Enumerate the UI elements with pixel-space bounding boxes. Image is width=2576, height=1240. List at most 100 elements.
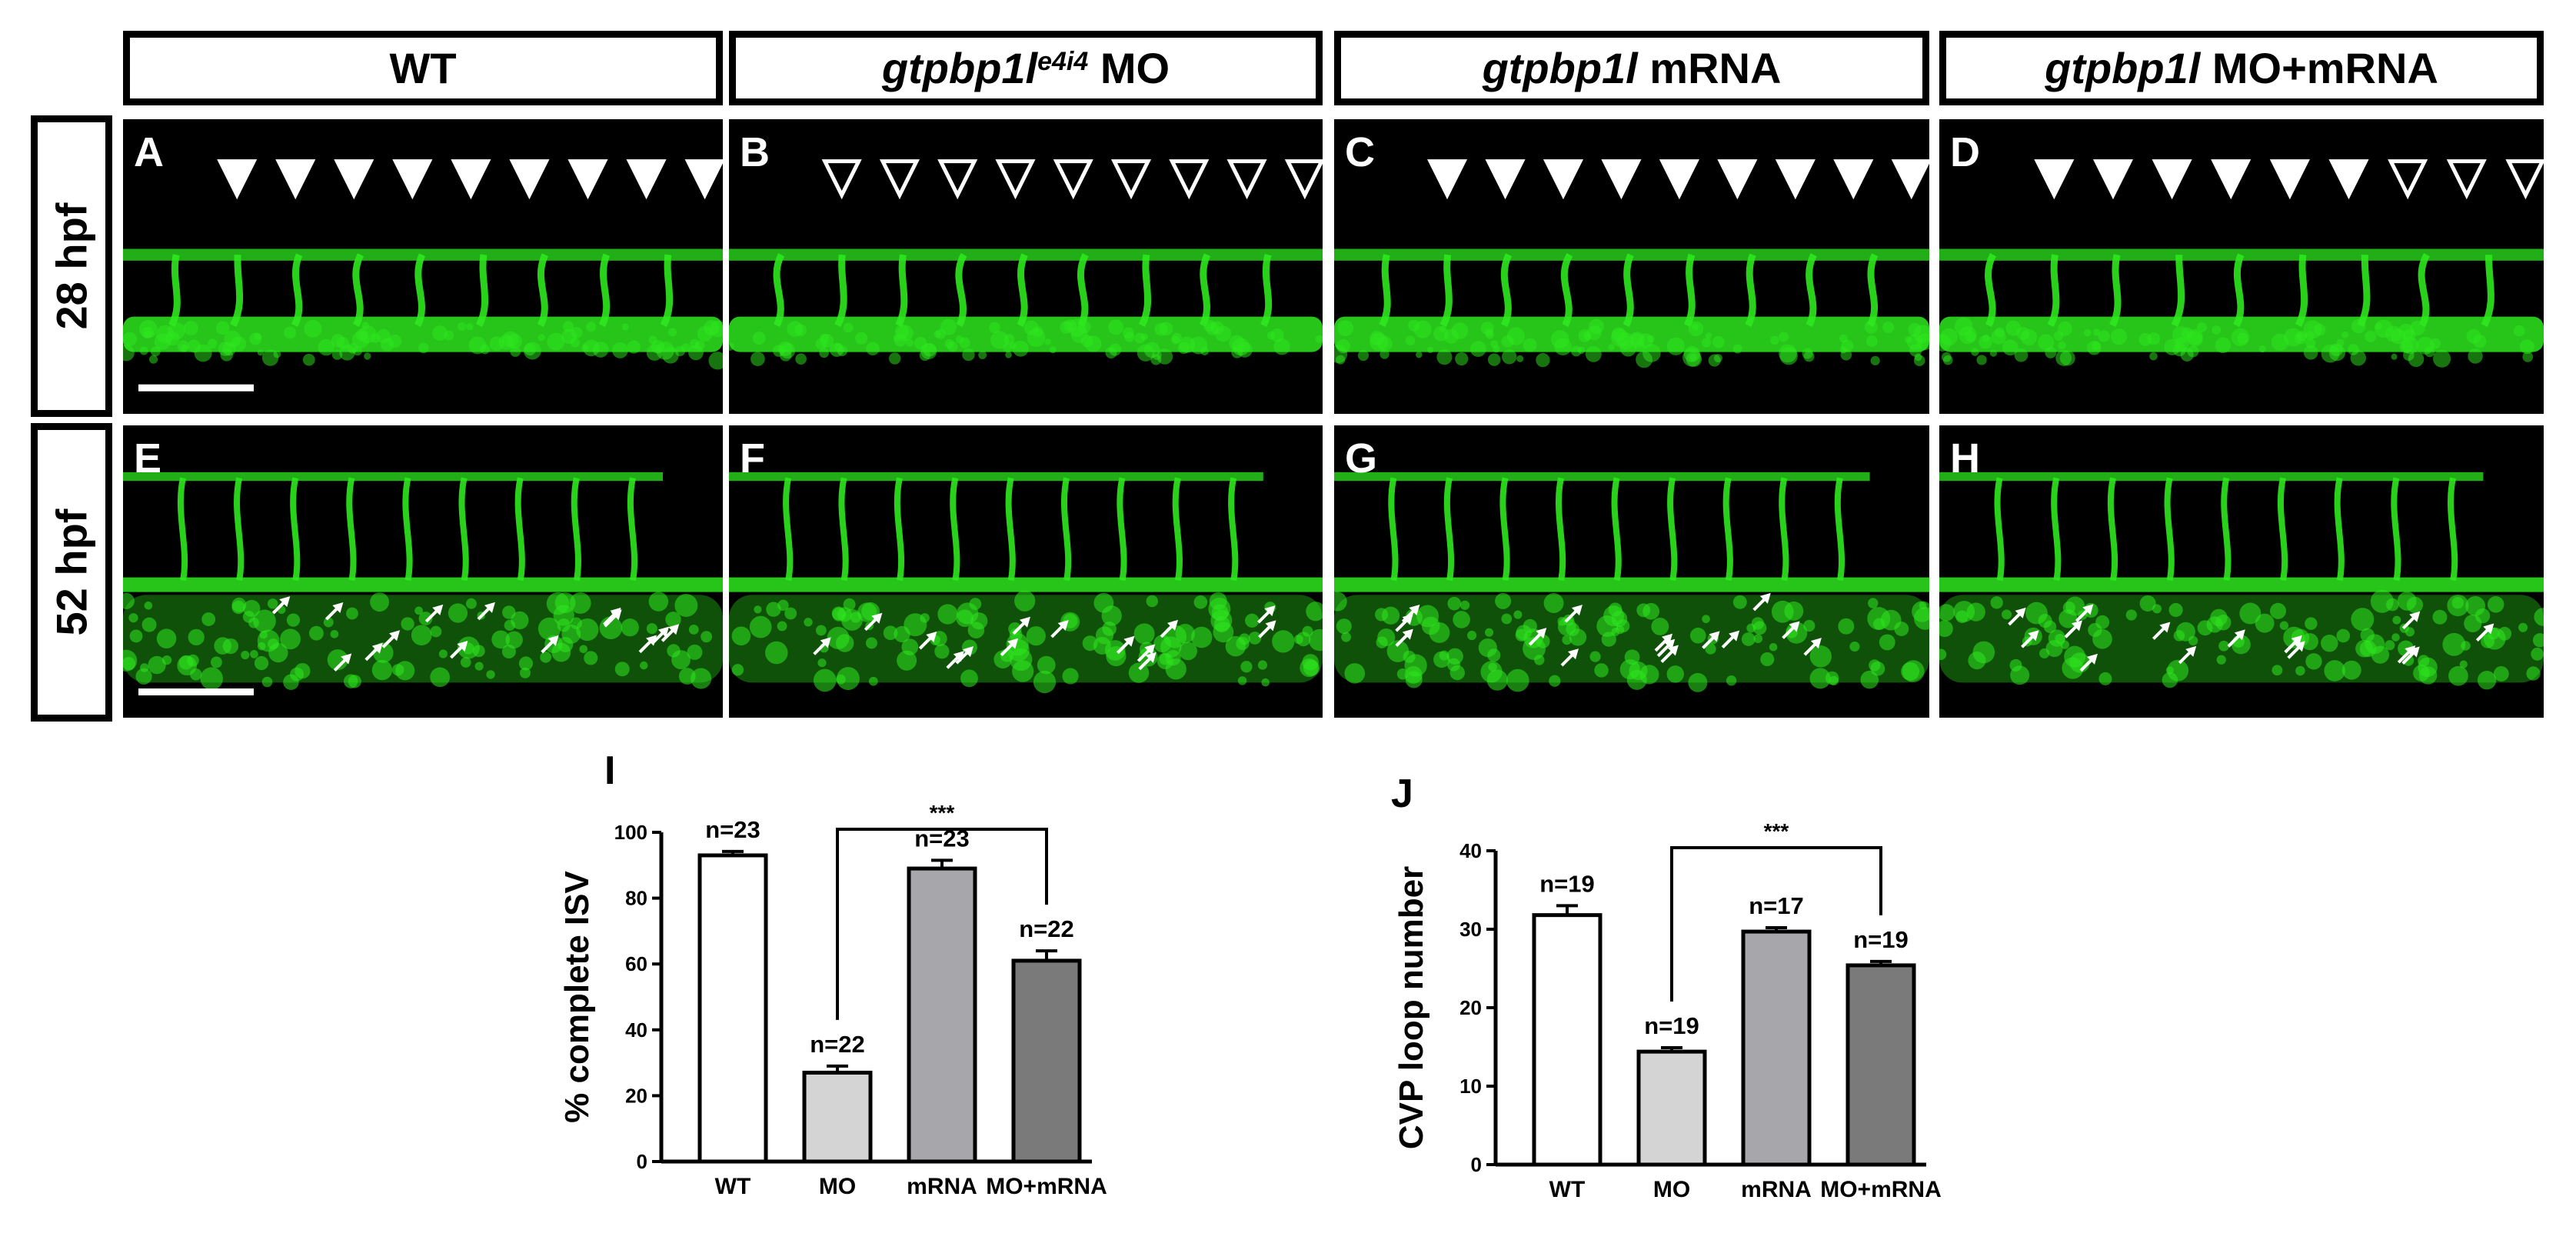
- vessel-texture: [2483, 627, 2506, 650]
- intersegmental-vessel: [895, 254, 908, 328]
- vessel-texture: [1651, 618, 1669, 635]
- intersegmental-vessel: [1439, 254, 1453, 328]
- intersegmental-vessel: [1683, 253, 1696, 328]
- vessel-texture: [2092, 341, 2101, 351]
- arrow-icon: [926, 632, 937, 643]
- y-tick-label: 0: [637, 1150, 647, 1173]
- vessel-texture: [2038, 334, 2055, 351]
- vessel-texture: [1954, 317, 1973, 336]
- vessel-texture: [510, 345, 521, 357]
- vessel-texture: [257, 349, 264, 356]
- vessel-texture: [1916, 332, 1929, 350]
- arrow-icon: [1729, 630, 1740, 642]
- vessel-texture: [1429, 622, 1450, 643]
- vessel-texture: [1193, 595, 1208, 609]
- vessel-texture: [751, 352, 765, 367]
- vessel-texture: [1459, 600, 1470, 610]
- vessel-texture: [1133, 623, 1155, 645]
- intersegmental-vessel: [1005, 477, 1016, 582]
- vessel-texture: [2305, 338, 2316, 348]
- vessel-texture: [2459, 660, 2468, 668]
- arrow-icon: [2185, 645, 2197, 657]
- vessel-texture: [1337, 320, 1354, 337]
- vessel-texture: [1838, 618, 1855, 635]
- vessel-network: [123, 472, 723, 690]
- arrow-icon: [1810, 638, 1822, 649]
- vessel-texture: [962, 348, 975, 362]
- vessel-texture: [2210, 608, 2228, 627]
- vessel-texture: [1341, 632, 1351, 642]
- intersegmental-vessel: [230, 254, 244, 328]
- vessel-texture: [1068, 318, 1087, 337]
- vessel-texture: [752, 332, 766, 345]
- intersegmental-vessel: [1077, 253, 1089, 328]
- column-header-suffix: mRNA: [1637, 44, 1782, 92]
- vessel-texture: [1860, 670, 1879, 689]
- arrow-icon: [484, 602, 495, 613]
- vessel-texture: [1270, 328, 1284, 342]
- vessel-texture: [766, 602, 781, 617]
- vessel-texture: [2175, 336, 2189, 352]
- vessel-texture: [1619, 340, 1636, 357]
- intersegmental-vessel: [402, 477, 413, 582]
- vessel-texture: [2175, 622, 2195, 642]
- vessel-texture: [674, 593, 698, 617]
- vessel-texture: [460, 657, 471, 668]
- vessel-texture: [2477, 671, 2497, 690]
- vessel-texture: [1770, 335, 1779, 345]
- open-arrowhead-icon: [2446, 159, 2487, 200]
- intersegmental-vessel: [514, 477, 525, 582]
- vessel-texture: [318, 338, 335, 356]
- x-tick-label: mRNA: [907, 1174, 977, 1199]
- vessel-texture: [1095, 626, 1114, 645]
- vessel-texture: [290, 667, 305, 682]
- intersegmental-vessel: [2233, 253, 2245, 328]
- vessel-texture: [323, 617, 334, 628]
- vessel-texture: [1939, 334, 1952, 352]
- vessel-texture: [2014, 348, 2029, 362]
- vessel-texture: [302, 353, 315, 366]
- vessel-texture: [1003, 334, 1015, 345]
- vessel-texture: [592, 342, 609, 358]
- vessel-texture: [2398, 323, 2415, 340]
- vessel-texture: [1426, 346, 1434, 354]
- vessel-texture: [1839, 346, 1847, 354]
- vessel-texture: [937, 604, 958, 625]
- vessel-texture: [1245, 613, 1260, 628]
- vessel-texture: [2167, 659, 2189, 682]
- vessel-texture: [883, 625, 898, 641]
- vessel-texture: [1480, 661, 1503, 683]
- vessel-texture: [2231, 328, 2250, 347]
- vessel-texture: [1868, 598, 1879, 608]
- intersegmental-vessel: [1834, 477, 1845, 582]
- vessel-texture: [1128, 662, 1150, 683]
- vessel-texture: [376, 328, 391, 343]
- vessel-texture: [123, 649, 138, 672]
- vessel-texture: [1953, 601, 1975, 622]
- arrow-icon: [2072, 620, 2083, 632]
- filled-arrowhead-icon: [684, 159, 723, 200]
- vessel-texture: [1802, 348, 1813, 359]
- arrow-icon: [1568, 648, 1579, 660]
- vessel-texture: [502, 331, 519, 348]
- row-header-28hpf: 28 hpf: [31, 115, 112, 417]
- vessel-texture: [1080, 335, 1093, 348]
- column-header-suffix: MO+mRNA: [2200, 44, 2438, 92]
- intersegmental-vessel: [2418, 252, 2431, 328]
- arrow-icon: [1536, 628, 1547, 639]
- intersegmental-vessel: [1228, 477, 1239, 582]
- vessel-texture: [2055, 350, 2072, 366]
- filled-arrowhead-icon: [1659, 159, 1699, 200]
- vessel-texture: [364, 352, 371, 360]
- vessel-texture: [1026, 626, 1046, 646]
- vessel-texture: [1236, 342, 1253, 358]
- vessel-texture: [904, 613, 927, 637]
- intersegmental-vessel: [2107, 477, 2118, 582]
- vessel-texture: [2005, 320, 2022, 336]
- vessel-texture: [489, 336, 504, 352]
- vessel-texture: [1849, 641, 1860, 652]
- intersegmental-vessel: [571, 477, 581, 582]
- panel-b: B: [729, 119, 1323, 414]
- arrow-icon: [1789, 621, 1800, 632]
- vessel-image: [123, 159, 723, 392]
